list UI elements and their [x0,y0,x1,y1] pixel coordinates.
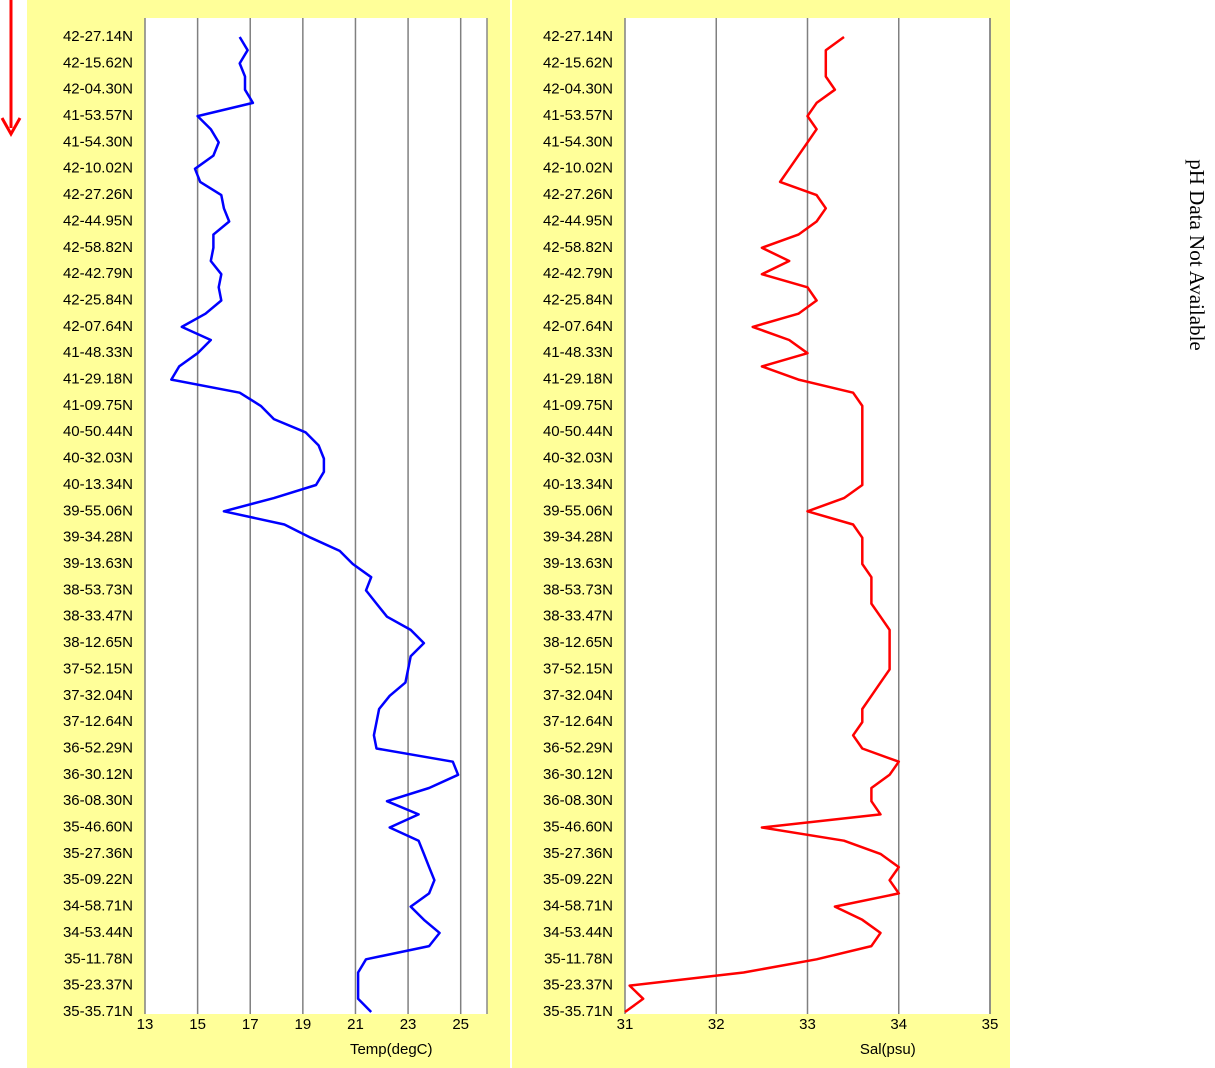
y-tick-label: 36-30.12N [63,766,133,783]
y-tick-label: 41-53.57N [63,107,133,124]
data-line [170,36,460,1013]
y-tick-label: 39-55.06N [543,502,613,519]
y-tick-label: 42-25.84N [543,291,613,308]
y-tick-label: 41-29.18N [63,371,133,388]
y-tick-label: 41-09.75N [63,397,133,414]
y-tick-label: 35-46.60N [63,819,133,836]
x-tick-label: 33 [799,1016,816,1033]
y-tick-label: 36-30.12N [543,766,613,783]
x-tick-label: 35 [982,1016,999,1033]
y-tick-label: 42-15.62N [543,54,613,71]
y-tick-label: 42-15.62N [63,54,133,71]
y-tick-label: 42-04.30N [63,81,133,98]
y-tick-label: 35-09.22N [63,871,133,888]
y-tick-label: 41-53.57N [543,107,613,124]
y-tick-label: 38-33.47N [543,608,613,625]
y-tick-label: 40-32.03N [543,450,613,467]
y-tick-label: 38-12.65N [543,634,613,651]
panel: 13 15 17 19 21 23 25 Temp(degC) 42-27.14N 42-15.6… [27,0,510,1068]
y-tick-label: 35-35.71N [63,1003,133,1020]
y-tick-label: 42-27.26N [543,186,613,203]
y-tick-label: 37-52.15N [543,660,613,677]
x-tick-label: 31 [617,1016,634,1033]
x-tick-label: 23 [400,1016,417,1033]
ph-note: pH Data Not Available [1185,159,1209,350]
y-tick-label: 40-50.44N [543,423,613,440]
y-tick-label: 37-32.04N [63,687,133,704]
y-tick-label: 38-33.47N [63,608,133,625]
y-tick-label: 40-13.34N [63,476,133,493]
y-tick-label: 41-54.30N [543,133,613,150]
y-tick-label: 40-32.03N [63,450,133,467]
x-tick-label: 15 [189,1016,206,1033]
x-tick-label: 13 [137,1016,154,1033]
y-tick-label: 42-44.95N [543,212,613,229]
y-tick-label: 42-10.02N [63,160,133,177]
y-tick-label: 42-58.82N [543,239,613,256]
x-axis-label: Temp(degC) [350,1041,433,1058]
y-tick-label: 42-58.82N [63,239,133,256]
y-tick-label: 42-27.14N [63,28,133,45]
y-tick-label: 35-35.71N [543,1003,613,1020]
y-tick-label: 35-09.22N [543,871,613,888]
y-tick-label: 42-07.64N [543,318,613,335]
y-tick-label: 34-58.71N [543,898,613,915]
y-tick-label: 37-12.64N [63,713,133,730]
panel: 31 32 33 34 35 Sal(psu) 42-27.14N 42-15.62N 42-0… [512,0,1010,1068]
y-tick-label: 41-48.33N [63,344,133,361]
x-tick-label: 21 [347,1016,364,1033]
y-tick-label: 35-23.37N [63,977,133,994]
y-tick-label: 42-25.84N [63,291,133,308]
down-arrow [0,0,22,138]
y-tick-label: 42-07.64N [63,318,133,335]
y-tick-label: 35-11.78N [64,950,133,967]
x-tick-label: 32 [708,1016,725,1033]
data-line [624,35,901,1014]
y-tick-label: 38-12.65N [63,634,133,651]
y-tick-label: 42-27.14N [543,28,613,45]
y-tick-label: 42-42.79N [543,265,613,282]
y-tick-label: 41-09.75N [543,397,613,414]
y-tick-label: 39-13.63N [543,555,613,572]
x-tick-label: 19 [295,1016,312,1033]
y-tick-label: 36-52.29N [543,739,613,756]
y-tick-label: 35-11.78N [544,950,613,967]
x-axis-label: Sal(psu) [860,1041,916,1058]
y-tick-label: 35-46.60N [543,819,613,836]
y-tick-label: 42-44.95N [63,212,133,229]
y-tick-label: 42-04.30N [543,81,613,98]
y-tick-label: 42-42.79N [63,265,133,282]
y-tick-label: 37-12.64N [543,713,613,730]
y-tick-label: 37-52.15N [63,660,133,677]
y-tick-label: 34-58.71N [63,898,133,915]
y-tick-label: 38-53.73N [543,581,613,598]
y-tick-label: 35-23.37N [543,977,613,994]
y-tick-label: 40-13.34N [543,476,613,493]
y-tick-label: 39-55.06N [63,502,133,519]
y-tick-label: 34-53.44N [543,924,613,941]
y-tick-label: 42-27.26N [63,186,133,203]
y-tick-label: 36-08.30N [63,792,133,809]
y-tick-label: 37-32.04N [543,687,613,704]
y-tick-label: 39-13.63N [63,555,133,572]
x-tick-label: 34 [890,1016,907,1033]
y-tick-label: 41-54.30N [63,133,133,150]
y-tick-label: 35-27.36N [63,845,133,862]
y-tick-label: 34-53.44N [63,924,133,941]
y-tick-label: 38-53.73N [63,581,133,598]
y-tick-label: 42-10.02N [543,160,613,177]
y-tick-label: 35-27.36N [543,845,613,862]
y-tick-label: 41-48.33N [543,344,613,361]
y-tick-label: 36-52.29N [63,739,133,756]
y-tick-label: 40-50.44N [63,423,133,440]
x-tick-label: 17 [242,1016,259,1033]
x-tick-label: 25 [452,1016,469,1033]
y-tick-label: 36-08.30N [543,792,613,809]
y-tick-label: 39-34.28N [543,529,613,546]
y-tick-label: 39-34.28N [63,529,133,546]
y-tick-label: 41-29.18N [543,371,613,388]
